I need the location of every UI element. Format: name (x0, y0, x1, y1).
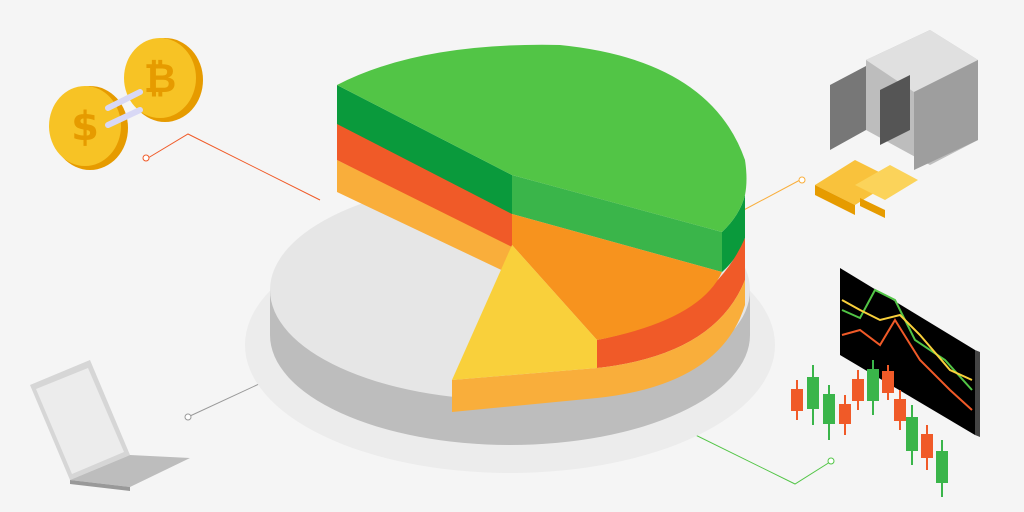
trading-monitor-icon (840, 268, 980, 437)
pie-slices (337, 44, 747, 412)
connector-trading (664, 419, 831, 485)
laptop-icon (30, 360, 190, 491)
slice-green-top (337, 44, 747, 232)
connector-gold (739, 179, 801, 213)
slice-light-orange-right (452, 280, 745, 412)
connector-dot (827, 457, 835, 465)
gold-vault-icon (815, 30, 978, 218)
slice-red-left (337, 123, 512, 247)
slice-red-right (597, 238, 745, 368)
slice-green-front (512, 175, 722, 272)
slice-yellow-top (452, 245, 597, 380)
connector-crypto (147, 133, 321, 201)
connector-dot (142, 154, 150, 162)
connector-dot (798, 176, 806, 184)
svg-text:$: $ (71, 104, 99, 150)
slice-orange-top (512, 214, 722, 340)
slice-green-rim (722, 195, 745, 272)
crypto-exchange-coins-icon: ₿ $ (49, 38, 203, 170)
candlestick-chart-icon (791, 360, 948, 497)
connector-dot (184, 413, 192, 421)
connector-lines (142, 133, 835, 485)
slice-light-orange-left (337, 160, 512, 275)
slice-dark-green-left (337, 85, 512, 214)
svg-text:₿: ₿ (144, 56, 177, 102)
